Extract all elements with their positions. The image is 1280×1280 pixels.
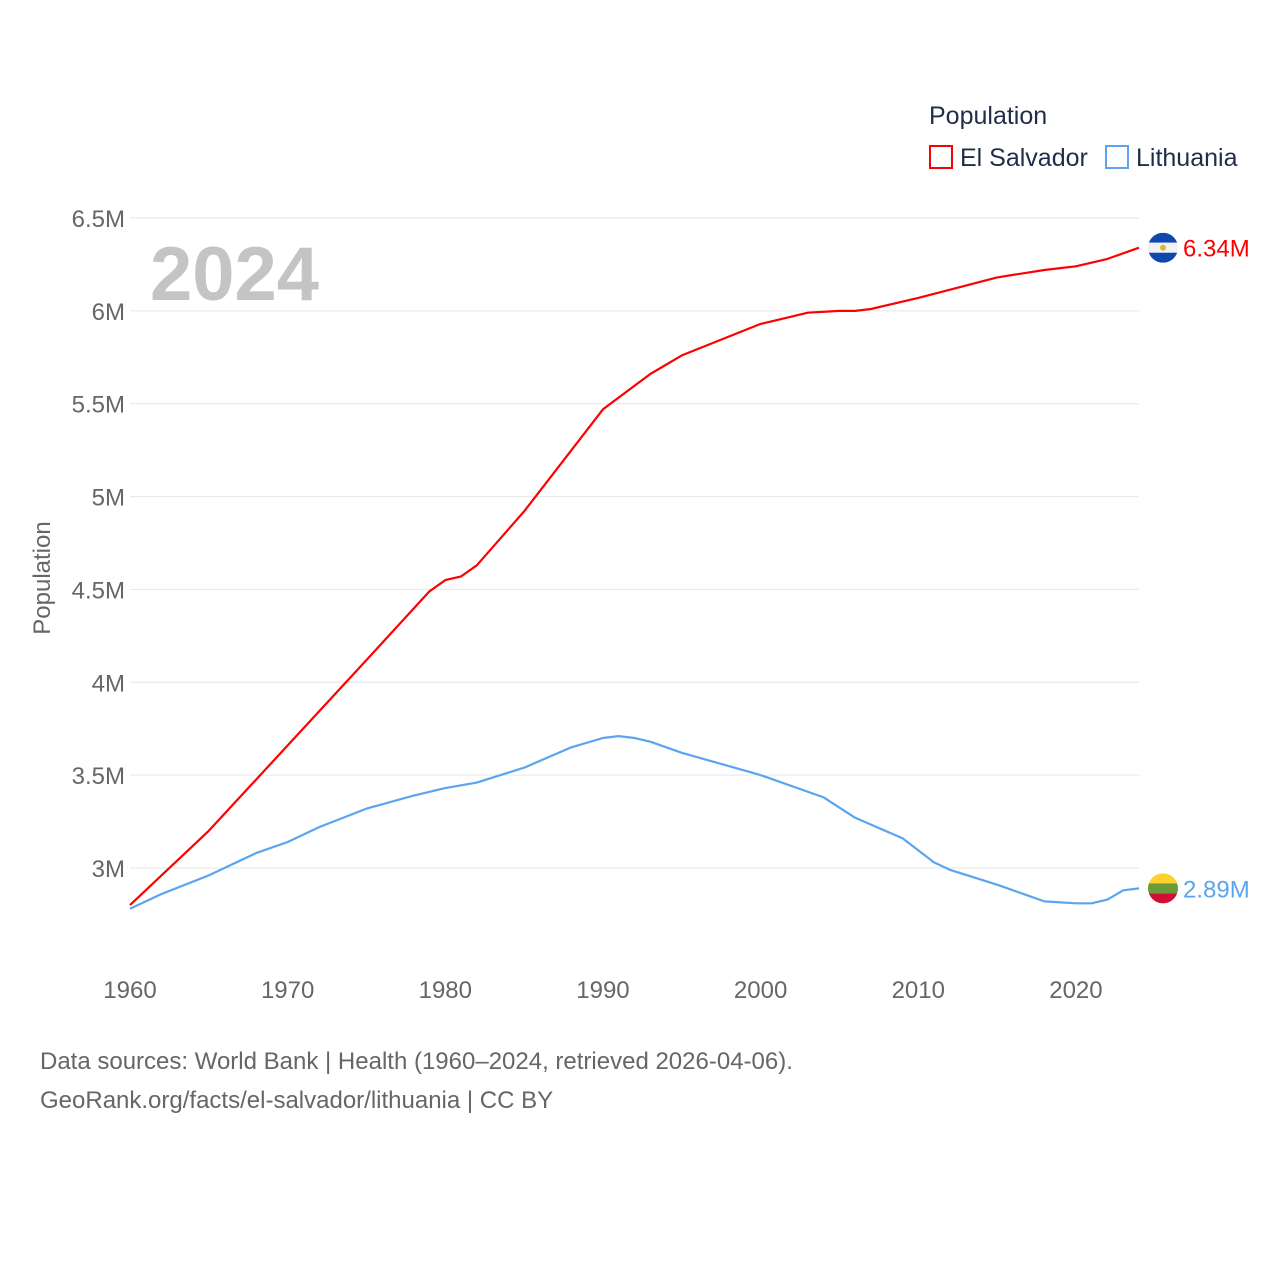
- x-tick-label: 1970: [261, 977, 314, 1004]
- series-lines: [129, 246, 1140, 910]
- x-tick-label: 1960: [103, 977, 156, 1004]
- x-tick-label: 2010: [892, 977, 945, 1004]
- x-tick-label: 2000: [734, 977, 787, 1004]
- footer-sources: Data sources: World Bank | Health (1960–…: [40, 1048, 793, 1075]
- y-tick-label: 4M: [92, 670, 125, 697]
- end-value-label: 2.89M: [1183, 876, 1250, 903]
- y-tick-label: 5.5M: [72, 392, 125, 419]
- y-axis: 3M 3.5M 4M 4.5M 5M 5.5M 6M 6.5M: [72, 206, 125, 883]
- y-tick-label: 6.5M: [72, 206, 125, 233]
- grid: [130, 217, 1139, 869]
- y-tick-label: 6M: [92, 299, 125, 326]
- year-label: 2024: [150, 232, 319, 317]
- legend-item-lithuania[interactable]: Lithuania: [1105, 144, 1238, 172]
- y-tick-label: 3M: [92, 856, 125, 883]
- y-tick-label: 4.5M: [72, 577, 125, 604]
- legend: Population El Salvador Lithuania: [929, 102, 1238, 172]
- y-tick-label: 3.5M: [72, 763, 125, 790]
- end-value-label: 6.34M: [1183, 236, 1250, 263]
- legend-label: El Salvador: [960, 144, 1088, 172]
- x-tick-label: 2020: [1049, 977, 1102, 1004]
- y-axis-label: Population: [29, 521, 56, 634]
- series-line-el-salvador: [129, 246, 1140, 906]
- legend-label: Lithuania: [1136, 144, 1238, 172]
- x-tick-label: 1980: [419, 977, 472, 1004]
- series-line-lithuania: [129, 735, 1140, 910]
- legend-item-el-salvador[interactable]: El Salvador: [929, 144, 1088, 172]
- end-labels: 6.34M 2.89M: [1148, 232, 1250, 904]
- lithuania-flag-icon: [1148, 873, 1178, 904]
- x-axis: 1960 1970 1980 1990 2000 2010 2020: [103, 977, 1102, 1004]
- legend-title: Population: [929, 102, 1047, 130]
- x-tick-label: 1990: [576, 977, 629, 1004]
- y-tick-label: 5M: [92, 485, 125, 512]
- footer-link[interactable]: GeoRank.org/facts/el-salvador/lithuania …: [40, 1087, 553, 1114]
- el-salvador-flag-icon: [1148, 232, 1178, 263]
